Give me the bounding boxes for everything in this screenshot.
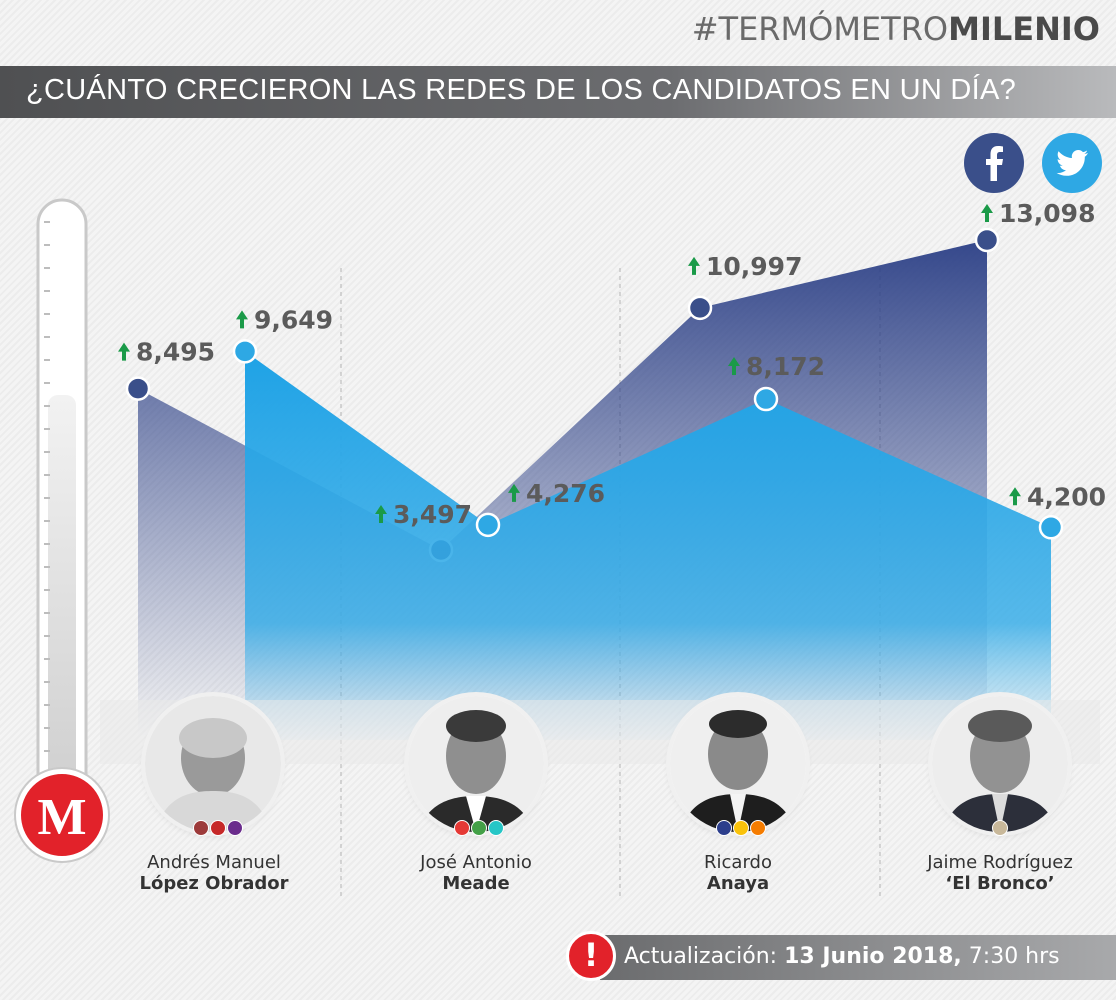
up-arrow-icon bbox=[375, 505, 387, 523]
party-dot bbox=[454, 820, 470, 836]
data-label: 8,172 bbox=[746, 352, 825, 381]
data-label: 3,497 bbox=[393, 500, 472, 529]
party-dot bbox=[488, 820, 504, 836]
party-dot bbox=[733, 820, 749, 836]
candidate-name-el-bronco: Jaime Rodríguez ‘El Bronco’ bbox=[890, 852, 1110, 894]
data-point bbox=[687, 295, 713, 321]
up-arrow-icon bbox=[118, 342, 130, 361]
update-date: 13 Junio 2018, bbox=[784, 944, 962, 969]
candidate-photo-anaya bbox=[670, 696, 806, 832]
party-dots-meade bbox=[454, 820, 504, 836]
title-bar: ¿CUÁNTO CRECIERON LAS REDES DE LOS CANDI… bbox=[0, 66, 1116, 118]
candidate-photo-lopez-obrador bbox=[145, 696, 281, 832]
up-arrow-icon bbox=[1009, 487, 1021, 506]
data-point bbox=[753, 386, 779, 412]
data-point bbox=[232, 339, 258, 364]
candidate-photo-meade bbox=[408, 696, 544, 832]
thermometer: M bbox=[14, 198, 110, 863]
facebook-icon bbox=[964, 133, 1024, 193]
update-text: Actualización: 13 Junio 2018, 7:30 hrs bbox=[624, 944, 1060, 969]
candidate-first-name: Andrés Manuel bbox=[147, 852, 281, 873]
candidate-last-name: Anaya bbox=[706, 873, 770, 894]
data-point bbox=[475, 512, 501, 538]
update-bar: Actualización: 13 Junio 2018, 7:30 hrs bbox=[600, 935, 1116, 980]
brand-hashtag-text: #TERMÓMETRO bbox=[691, 10, 949, 48]
candidate-last-name: ‘El Bronco’ bbox=[945, 873, 1055, 894]
twitter-series bbox=[232, 339, 1064, 740]
party-dots-el-bronco bbox=[992, 820, 1008, 836]
series-area bbox=[245, 351, 1051, 740]
candidate-name-meade: José Antonio Meade bbox=[366, 852, 586, 894]
up-arrow-icon bbox=[688, 256, 700, 275]
update-label: Actualización: bbox=[624, 944, 778, 969]
data-point bbox=[974, 227, 1000, 253]
data-label: 13,098 bbox=[999, 199, 1095, 228]
twitter-icon bbox=[1042, 133, 1102, 193]
chart-title: ¿CUÁNTO CRECIERON LAS REDES DE LOS CANDI… bbox=[26, 74, 1017, 106]
candidate-first-name: José Antonio bbox=[420, 852, 532, 873]
data-point bbox=[1038, 515, 1064, 540]
party-dots-lopez-obrador bbox=[193, 820, 243, 836]
party-dot bbox=[193, 820, 209, 836]
party-dot bbox=[992, 820, 1008, 836]
candidate-name-lopez-obrador: Andrés Manuel López Obrador bbox=[104, 852, 324, 894]
data-label: 8,495 bbox=[136, 338, 215, 367]
update-time: 7:30 hrs bbox=[968, 944, 1060, 969]
candidate-first-name: Jaime Rodríguez bbox=[927, 852, 1073, 873]
up-arrow-icon bbox=[981, 204, 993, 222]
data-labels: 8,495 3,497 10,997 13,098 9,649 4,276 8,172 4,2… bbox=[118, 199, 1106, 529]
candidate-photo-el-bronco bbox=[932, 696, 1068, 832]
data-label: 9,649 bbox=[254, 305, 333, 334]
milenio-logo: M bbox=[37, 789, 86, 846]
data-label: 4,276 bbox=[526, 479, 605, 508]
up-arrow-icon bbox=[728, 357, 740, 376]
data-label: 4,200 bbox=[1027, 482, 1106, 511]
party-dots-anaya bbox=[716, 820, 766, 836]
party-dot bbox=[471, 820, 487, 836]
party-dot bbox=[227, 820, 243, 836]
candidate-last-name: López Obrador bbox=[139, 873, 289, 894]
brand-hashtag: #TERMÓMETROMILENIO bbox=[692, 10, 1100, 48]
party-dot bbox=[750, 820, 766, 836]
up-arrow-icon bbox=[236, 310, 248, 329]
brand-name: MILENIO bbox=[948, 10, 1100, 48]
data-point bbox=[125, 376, 151, 401]
candidate-name-anaya: Ricardo Anaya bbox=[628, 852, 848, 894]
up-arrow-icon bbox=[508, 483, 520, 502]
candidate-last-name: Meade bbox=[442, 873, 510, 894]
candidate-first-name: Ricardo bbox=[704, 852, 772, 873]
party-dot bbox=[210, 820, 226, 836]
data-label: 10,997 bbox=[706, 252, 802, 281]
alert-icon bbox=[566, 931, 616, 981]
party-dot bbox=[716, 820, 732, 836]
